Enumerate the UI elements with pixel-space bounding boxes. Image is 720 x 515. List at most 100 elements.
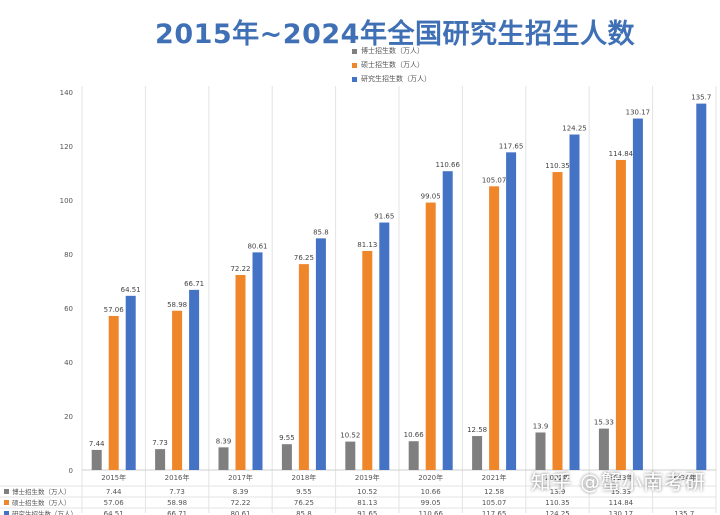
legend-label-master: 硕士招生数（万人） (361, 61, 424, 69)
legend-item-total: 研究生招生数（万人） (352, 72, 431, 86)
table-row-header: 博士招生数（万人） (12, 487, 71, 496)
bar-master (362, 250, 373, 470)
bar-total (189, 289, 200, 470)
table-row-header: 硕士招生数（万人） (12, 498, 71, 507)
x-tick-label: 2018年 (291, 473, 316, 482)
bar-total (442, 171, 453, 470)
bar-total (569, 134, 580, 470)
y-tick-label: 140 (60, 89, 73, 97)
bar-phd (598, 428, 609, 470)
bar-phd (218, 447, 229, 470)
table-cell: 10.52 (357, 488, 377, 496)
table-cell: 99.05 (421, 499, 441, 507)
y-tick-label: 120 (60, 143, 73, 151)
table-cell: 72.22 (230, 499, 250, 507)
y-tick-label: 40 (64, 359, 73, 367)
data-label: 80.61 (247, 242, 267, 250)
table-cell: 80.61 (230, 510, 250, 515)
legend-swatch-total (352, 76, 357, 82)
x-tick-label: 2021年 (482, 473, 507, 482)
data-label: 117.65 (499, 142, 524, 150)
table-cell: 58.98 (167, 499, 187, 507)
x-tick-label: 2022年 (545, 473, 570, 482)
bar-phd (91, 449, 102, 470)
x-tick-label: 2020年 (418, 473, 443, 482)
bar-phd (472, 436, 483, 470)
table-cell: 105.07 (482, 499, 507, 507)
table-cell: 15.33 (611, 488, 631, 496)
table-cell: 117.65 (482, 510, 507, 515)
data-label: 7.73 (152, 439, 168, 447)
table-cell: 8.39 (233, 488, 249, 496)
table-cell: 110.66 (418, 510, 443, 515)
table-legend-swatch (4, 489, 9, 494)
table-cell: 81.13 (357, 499, 377, 507)
bar-phd (155, 449, 166, 470)
data-label: 7.44 (89, 440, 105, 448)
bar-master (552, 172, 563, 470)
data-label: 91.65 (374, 213, 394, 221)
bar-total (632, 118, 643, 470)
bar-total (125, 295, 136, 470)
y-tick-label: 80 (64, 251, 73, 259)
legend-item-phd: 博士招生数（万人） (352, 44, 431, 58)
chart-legend: 博士招生数（万人） 硕士招生数（万人） 研究生招生数（万人） (352, 44, 431, 86)
x-tick-label: 2017年 (228, 473, 253, 482)
data-label: 66.71 (184, 280, 204, 288)
table-cell: 64.51 (104, 510, 124, 515)
bar-master (108, 315, 119, 470)
bar-total (315, 238, 326, 470)
table-cell: 7.44 (106, 488, 122, 496)
data-label: 110.66 (435, 161, 460, 169)
table-cell: 130.17 (609, 510, 634, 515)
data-label: 110.35 (545, 162, 570, 170)
bar-master (235, 275, 246, 470)
y-tick-label: 60 (64, 305, 73, 313)
y-tick-label: 100 (60, 197, 73, 205)
data-label: 99.05 (421, 193, 441, 201)
data-label: 72.22 (230, 265, 250, 273)
bar-master (425, 202, 436, 470)
y-tick-label: 0 (69, 467, 73, 475)
chart-title: 2015年~2024年全国研究生招生人数 (155, 19, 635, 50)
legend-swatch-phd (352, 48, 357, 54)
legend-swatch-master (352, 62, 357, 68)
bar-master (298, 264, 309, 470)
x-tick-label: 2019年 (355, 473, 380, 482)
bar-phd (535, 432, 546, 470)
data-label: 85.8 (313, 228, 329, 236)
bar-phd (281, 444, 292, 470)
table-cell: 57.06 (104, 499, 125, 507)
bar-master (489, 186, 500, 470)
table-cell: 10.66 (421, 488, 442, 496)
data-label: 12.58 (467, 426, 487, 434)
data-label: 114.84 (609, 150, 634, 158)
table-cell: 66.71 (167, 510, 187, 515)
table-cell: 135.7 (674, 510, 694, 515)
data-label: 105.07 (482, 176, 507, 184)
data-label: 10.52 (340, 432, 360, 440)
table-cell: 85.8 (296, 510, 312, 515)
data-label: 130.17 (626, 109, 651, 117)
table-cell: 110.35 (545, 499, 570, 507)
table-cell: 124.25 (545, 510, 570, 515)
y-tick-label: 20 (64, 413, 73, 421)
x-tick-label: 2023年 (608, 473, 633, 482)
table-cell: 13.9 (550, 488, 566, 496)
data-label: 64.51 (121, 286, 141, 294)
legend-label-total: 研究生招生数（万人） (361, 75, 431, 83)
table-legend-swatch (4, 511, 9, 515)
data-label: 124.25 (562, 125, 587, 133)
x-tick-label: 2015年 (101, 473, 126, 482)
table-legend-swatch (4, 500, 9, 505)
bar-total (506, 152, 517, 470)
data-label: 10.66 (404, 431, 425, 439)
data-label: 8.39 (216, 437, 232, 445)
bar-total (379, 222, 390, 470)
data-label: 135.7 (691, 94, 711, 102)
x-tick-label: 2024年 (672, 473, 697, 482)
x-tick-label: 2016年 (165, 473, 190, 482)
bar-phd (345, 441, 356, 470)
bar-total (696, 103, 707, 471)
watermark: 知乎 @蟹小南考研 (530, 470, 706, 494)
